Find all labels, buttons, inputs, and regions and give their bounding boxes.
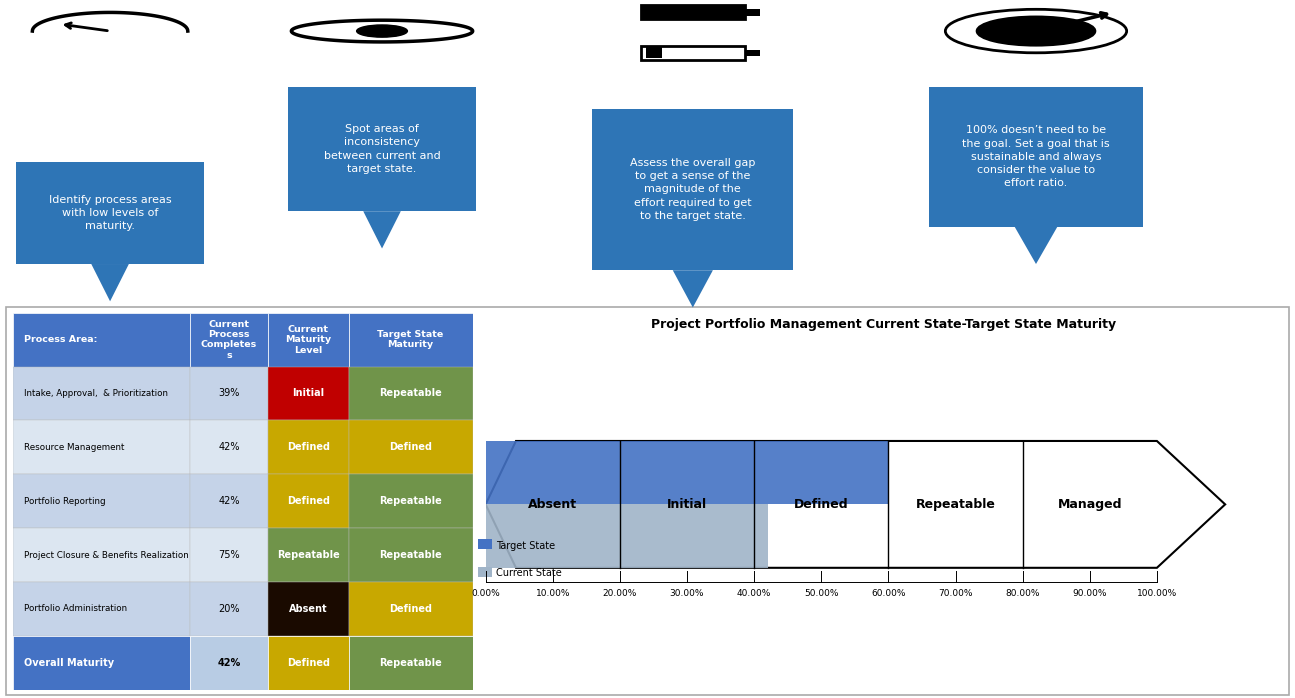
Bar (745, 9, 760, 15)
Text: Project Closure & Benefits Realization: Project Closure & Benefits Realization (25, 551, 189, 560)
Text: Defined: Defined (388, 604, 433, 614)
Text: 42%: 42% (219, 496, 240, 506)
Text: Repeatable: Repeatable (379, 550, 442, 560)
Text: 70.00%: 70.00% (939, 589, 973, 598)
Bar (287, 87, 475, 211)
Text: 100.00%: 100.00% (1137, 589, 1177, 598)
Text: Current
Maturity
Level: Current Maturity Level (285, 325, 332, 355)
Text: 100% doesn’t need to be
the goal. Set a goal that is
sustainable and always
cons: 100% doesn’t need to be the goal. Set a … (962, 126, 1110, 188)
Bar (348, 366, 473, 420)
Bar (268, 636, 348, 690)
Bar (478, 540, 492, 549)
Text: Repeatable: Repeatable (379, 496, 442, 506)
Text: Defined: Defined (388, 443, 433, 452)
Bar (348, 636, 473, 690)
Bar (190, 420, 268, 474)
Bar (646, 47, 662, 58)
Bar (190, 582, 268, 636)
Bar (478, 567, 492, 577)
Text: Target State: Target State (496, 540, 556, 551)
Bar (190, 474, 268, 528)
Text: Repeatable: Repeatable (916, 498, 996, 511)
Text: 39%: 39% (219, 389, 240, 399)
Bar (641, 46, 745, 60)
Text: 40.00%: 40.00% (737, 589, 772, 598)
Bar (13, 582, 190, 636)
Bar (268, 582, 348, 636)
Bar (348, 313, 473, 366)
Bar (13, 420, 190, 474)
Text: Identify process areas
with low levels of
maturity.: Identify process areas with low levels o… (49, 195, 171, 231)
Bar (348, 528, 473, 582)
Bar (268, 528, 348, 582)
Text: 30.00%: 30.00% (670, 589, 704, 598)
Bar (13, 474, 190, 528)
Text: Repeatable: Repeatable (277, 550, 339, 560)
Bar (190, 636, 268, 690)
Bar (190, 366, 268, 420)
Bar (641, 6, 745, 20)
Text: Defined: Defined (286, 496, 330, 506)
Polygon shape (91, 264, 130, 302)
Circle shape (976, 17, 1094, 45)
Text: 20%: 20% (219, 604, 240, 614)
Bar (13, 636, 190, 690)
Text: Portfolio Reporting: Portfolio Reporting (25, 497, 106, 505)
Polygon shape (363, 211, 401, 248)
Text: 80.00%: 80.00% (1005, 589, 1040, 598)
Text: Intake, Approval,  & Prioritization: Intake, Approval, & Prioritization (25, 389, 168, 398)
Text: Resource Management: Resource Management (25, 443, 124, 452)
Text: 75%: 75% (219, 550, 240, 560)
Text: Initial: Initial (293, 389, 324, 399)
Text: Assess the overall gap
to get a sense of the
magnitude of the
effort required to: Assess the overall gap to get a sense of… (631, 158, 755, 221)
Text: 60.00%: 60.00% (872, 589, 905, 598)
Text: 90.00%: 90.00% (1072, 589, 1107, 598)
Text: Defined: Defined (794, 498, 848, 511)
Text: 20.00%: 20.00% (602, 589, 637, 598)
Text: 0.00%: 0.00% (471, 589, 500, 598)
Bar (268, 313, 348, 366)
Bar (348, 420, 473, 474)
Text: Repeatable: Repeatable (379, 658, 442, 668)
Text: 42%: 42% (219, 443, 240, 452)
Text: 50.00%: 50.00% (804, 589, 838, 598)
Polygon shape (1015, 227, 1057, 264)
Text: Target State
Maturity: Target State Maturity (377, 330, 444, 349)
Text: Project Portfolio Management Current State-Target State Maturity: Project Portfolio Management Current Sta… (651, 318, 1116, 331)
Text: Current State: Current State (496, 568, 562, 578)
Polygon shape (486, 441, 1225, 567)
Text: Portfolio Administration: Portfolio Administration (25, 604, 128, 614)
Text: Defined: Defined (286, 658, 330, 668)
Bar (17, 161, 203, 264)
Bar (745, 50, 760, 56)
Text: Managed: Managed (1058, 498, 1121, 511)
Bar (190, 313, 268, 366)
Text: 42%: 42% (218, 658, 241, 668)
Text: Spot areas of
inconsistency
between current and
target state.: Spot areas of inconsistency between curr… (324, 124, 440, 174)
Bar (486, 505, 768, 567)
Bar (348, 582, 473, 636)
Text: Absent: Absent (528, 498, 578, 511)
Text: Repeatable: Repeatable (379, 389, 442, 399)
Bar (268, 420, 348, 474)
Bar (930, 87, 1143, 227)
Bar (348, 474, 473, 528)
Circle shape (356, 25, 408, 37)
Bar (268, 474, 348, 528)
Text: Absent: Absent (289, 604, 328, 614)
Text: Defined: Defined (286, 443, 330, 452)
Bar (190, 528, 268, 582)
Text: Overall Maturity: Overall Maturity (25, 658, 114, 668)
Bar (13, 528, 190, 582)
Text: Initial: Initial (667, 498, 707, 511)
Bar (592, 109, 793, 270)
Bar (268, 366, 348, 420)
Bar (13, 366, 190, 420)
Bar (486, 441, 888, 505)
Text: 10.00%: 10.00% (536, 589, 570, 598)
Bar (13, 313, 190, 366)
Text: Process Area:: Process Area: (25, 335, 98, 344)
Polygon shape (673, 270, 712, 308)
Text: Current
Process
Completes
s: Current Process Completes s (201, 320, 258, 359)
